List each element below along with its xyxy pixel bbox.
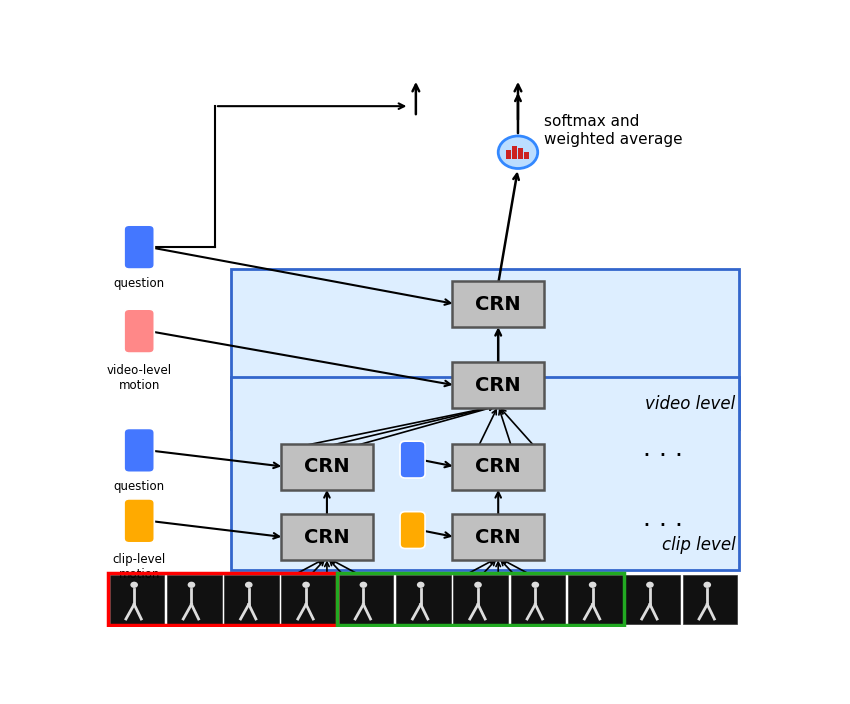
Circle shape (704, 582, 711, 588)
Circle shape (360, 582, 367, 588)
Text: clip-level
motion: clip-level motion (112, 553, 166, 582)
Bar (167, 575, 222, 624)
Bar (518, 148, 524, 158)
Bar (339, 575, 394, 624)
Bar (396, 575, 450, 624)
Bar (110, 575, 164, 624)
FancyBboxPatch shape (400, 512, 425, 548)
Bar (453, 575, 508, 624)
Text: question: question (114, 480, 165, 494)
FancyBboxPatch shape (400, 441, 425, 478)
Circle shape (531, 582, 539, 588)
Circle shape (646, 582, 654, 588)
Bar (626, 575, 680, 624)
Circle shape (416, 582, 424, 588)
Text: · · ·: · · · (643, 444, 683, 467)
Circle shape (130, 582, 138, 588)
Circle shape (245, 582, 252, 588)
Bar (568, 575, 623, 624)
Bar (683, 575, 737, 624)
Bar (506, 150, 512, 158)
Bar (524, 152, 530, 158)
FancyBboxPatch shape (452, 444, 544, 490)
Circle shape (188, 582, 196, 588)
Text: CRN: CRN (475, 527, 521, 546)
Text: CRN: CRN (475, 376, 521, 395)
Text: video-level
motion: video-level motion (106, 364, 172, 391)
Bar (512, 146, 518, 158)
Bar (224, 575, 279, 624)
FancyBboxPatch shape (452, 514, 544, 560)
FancyBboxPatch shape (124, 309, 155, 353)
Text: CRN: CRN (475, 294, 521, 313)
FancyBboxPatch shape (452, 363, 544, 408)
Text: · · ·: · · · (643, 515, 683, 539)
FancyBboxPatch shape (452, 281, 544, 327)
Text: CRN: CRN (304, 527, 349, 546)
FancyBboxPatch shape (280, 444, 373, 490)
Circle shape (474, 582, 482, 588)
Text: CRN: CRN (304, 457, 349, 476)
FancyBboxPatch shape (124, 225, 155, 269)
Text: clip level: clip level (661, 536, 735, 554)
Text: question: question (114, 277, 165, 290)
FancyBboxPatch shape (124, 499, 155, 543)
Text: CRN: CRN (475, 457, 521, 476)
FancyBboxPatch shape (280, 514, 373, 560)
FancyBboxPatch shape (231, 377, 739, 570)
Bar (511, 575, 565, 624)
Text: video level: video level (645, 396, 735, 413)
Bar (281, 575, 336, 624)
Circle shape (303, 582, 310, 588)
Circle shape (498, 136, 538, 168)
FancyBboxPatch shape (231, 269, 739, 429)
Text: softmax and
weighted average: softmax and weighted average (544, 114, 683, 146)
FancyBboxPatch shape (124, 429, 155, 472)
Circle shape (589, 582, 597, 588)
